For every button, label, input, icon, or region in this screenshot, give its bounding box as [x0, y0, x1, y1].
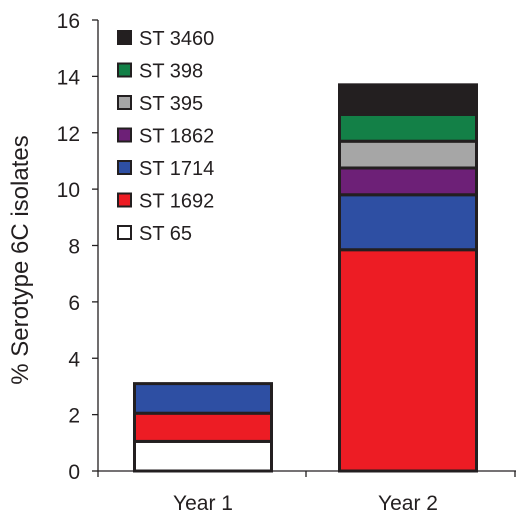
y-tick-label: 4 [68, 348, 80, 371]
legend-swatch [117, 225, 132, 240]
y-tick-label: 12 [57, 123, 80, 146]
y-tick-label: 8 [68, 236, 80, 259]
legend-label: ST 1692 [139, 191, 214, 213]
legend-swatch [117, 30, 132, 45]
legend-label: ST 1862 [139, 126, 214, 148]
legend-label: ST 395 [139, 93, 203, 115]
legend-label: ST 65 [139, 223, 192, 245]
bar-segment-st-65-year-1 [133, 439, 273, 473]
y-tick-label: 16 [57, 10, 80, 33]
legend-label: ST 1714 [139, 158, 214, 180]
x-tick-label: Year 2 [378, 492, 438, 515]
x-tick-label: Year 1 [173, 492, 233, 515]
legend-label: ST 3460 [139, 28, 214, 50]
y-tick-label: 0 [68, 461, 80, 484]
bar-segment-st-1692-year-1 [133, 411, 273, 443]
legend: ST 3460 ST 398 ST 395 ST 1862 ST 1714 ST 1692… [117, 28, 214, 245]
legend-swatch [117, 192, 132, 208]
legend-swatch [117, 160, 132, 175]
bar-segment-st-1714-year-2 [338, 193, 478, 252]
y-tick-label: 6 [68, 292, 80, 315]
legend-swatch [117, 127, 132, 143]
y-tick-label: 2 [68, 405, 80, 428]
y-axis: 0 2 4 6 8 10 12 14 16 [57, 10, 99, 484]
y-axis-label: % Serotype 6C isolates [7, 135, 34, 384]
bar-segment-st-1862-year-2 [338, 166, 478, 197]
bar-segment-st-398-year-2 [338, 112, 478, 143]
y-tick-label: 14 [57, 66, 81, 89]
bar-segment-st-395-year-2 [338, 139, 478, 170]
legend-label: ST 398 [139, 61, 203, 83]
bar-segment-st-1714-year-1 [133, 382, 273, 415]
legend-swatch [117, 95, 132, 110]
bar-segment-st-1692-year-2 [338, 248, 478, 473]
plot-area [133, 83, 478, 473]
x-axis: Year 1 Year 2 [97, 470, 516, 515]
bar-segment-st-3460-year-2 [338, 83, 478, 116]
legend-swatch [117, 62, 132, 78]
y-tick-label: 10 [57, 179, 80, 202]
